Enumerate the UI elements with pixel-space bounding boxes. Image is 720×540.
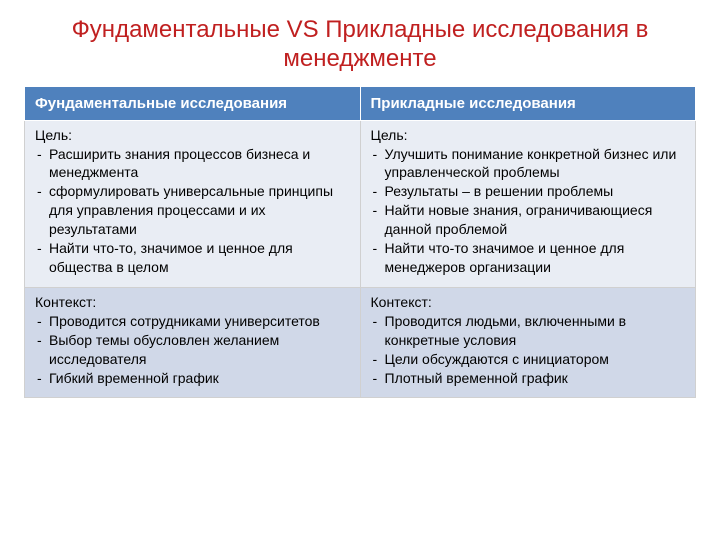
cell-heading: Цель: (371, 127, 686, 143)
list-item: Расширить знания процессов бизнеса и мен… (49, 145, 350, 183)
list-item: Цели обсуждаются с инициатором (385, 350, 686, 369)
list-item: Найти новые знания, ограничивающиеся дан… (385, 201, 686, 239)
cell-goal-fundamental: Цель: Расширить знания процессов бизнеса… (25, 120, 361, 287)
list-item: сформулировать универсальные принципы дл… (49, 182, 350, 239)
column-header-applied: Прикладные исследования (360, 86, 696, 120)
comparison-table: Фундаментальные исследования Прикладные … (24, 86, 696, 399)
column-header-fundamental: Фундаментальные исследования (25, 86, 361, 120)
bullet-list: Проводится людьми, включенными в конкрет… (371, 312, 686, 388)
list-item: Улучшить понимание конкретной бизнес или… (385, 145, 686, 183)
cell-heading: Цель: (35, 127, 350, 143)
cell-context-fundamental: Контекст: Проводится сотрудниками универ… (25, 287, 361, 398)
list-item: Выбор темы обусловлен желанием исследова… (49, 331, 350, 369)
table-row: Контекст: Проводится сотрудниками универ… (25, 287, 696, 398)
cell-heading: Контекст: (35, 294, 350, 310)
cell-goal-applied: Цель: Улучшить понимание конкретной бизн… (360, 120, 696, 287)
list-item: Проводится людьми, включенными в конкрет… (385, 312, 686, 350)
list-item: Результаты – в решении проблемы (385, 182, 686, 201)
cell-heading: Контекст: (371, 294, 686, 310)
bullet-list: Улучшить понимание конкретной бизнес или… (371, 145, 686, 277)
cell-context-applied: Контекст: Проводится людьми, включенными… (360, 287, 696, 398)
list-item: Проводится сотрудниками университетов (49, 312, 350, 331)
list-item: Гибкий временной график (49, 369, 350, 388)
list-item: Найти что-то значимое и ценное для менед… (385, 239, 686, 277)
slide-title: Фундаментальные VS Прикладные исследован… (24, 16, 696, 74)
list-item: Плотный временной график (385, 369, 686, 388)
list-item: Найти что-то, значимое и ценное для обще… (49, 239, 350, 277)
table-row: Цель: Расширить знания процессов бизнеса… (25, 120, 696, 287)
bullet-list: Расширить знания процессов бизнеса и мен… (35, 145, 350, 277)
table-header-row: Фундаментальные исследования Прикладные … (25, 86, 696, 120)
bullet-list: Проводится сотрудниками университетов Вы… (35, 312, 350, 388)
